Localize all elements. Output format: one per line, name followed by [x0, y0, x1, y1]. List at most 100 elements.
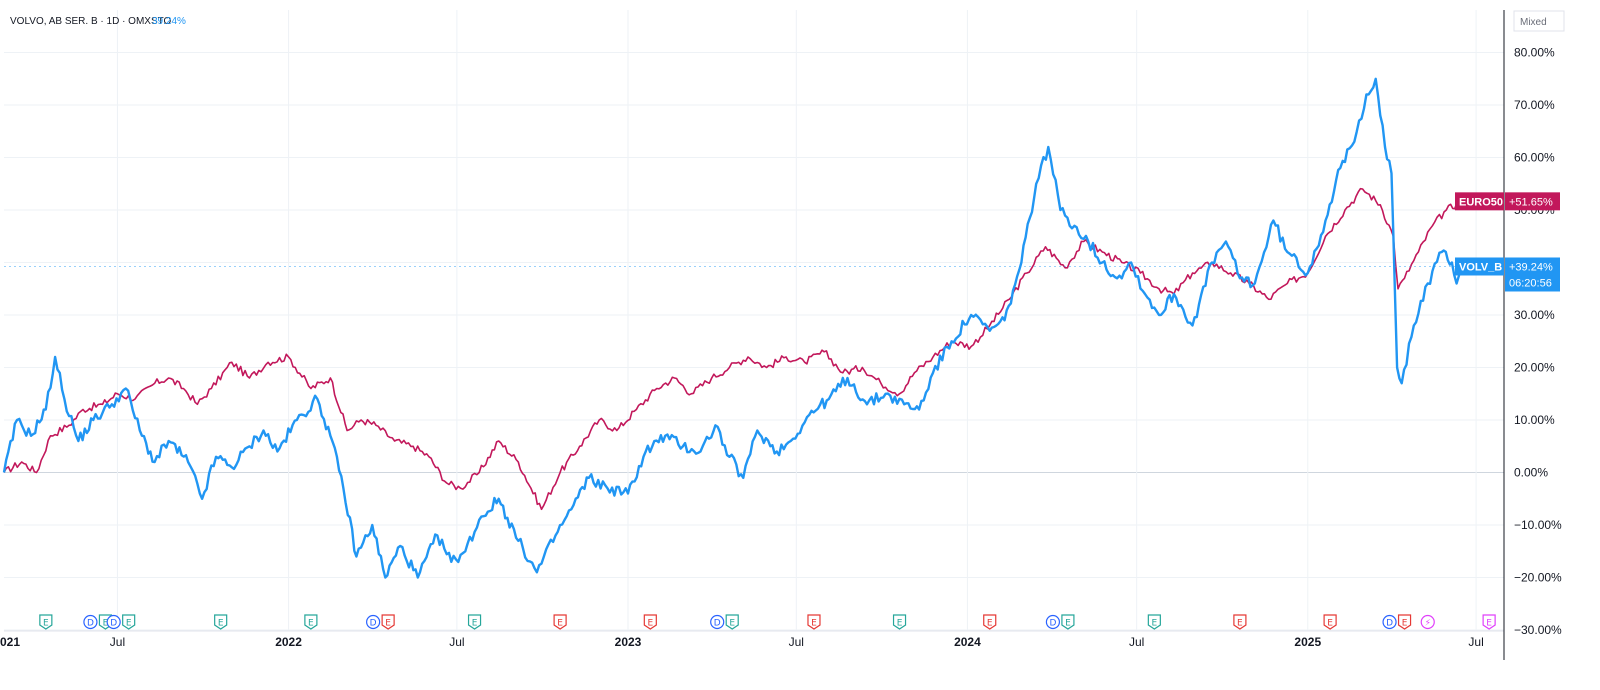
earnings-marker[interactable]: E: [892, 614, 907, 630]
marker-badge: [214, 614, 228, 630]
marker-letter: D: [110, 619, 117, 629]
marker-badge: [725, 614, 739, 630]
dividend-marker[interactable]: D: [366, 614, 381, 630]
marker-letter: E: [385, 619, 391, 629]
x-tick-label: Jul: [110, 635, 125, 649]
marker-badge: [106, 614, 121, 630]
marker-badge: [892, 614, 907, 630]
marker-letter: D: [1386, 619, 1393, 629]
marker-letter: E: [729, 619, 735, 629]
earnings-marker[interactable]: E: [39, 614, 53, 630]
marker-letter: E: [987, 619, 993, 629]
y-tick-label: −30.00%: [1514, 623, 1562, 637]
series-name-tag: [1455, 192, 1504, 211]
marker-letter: D: [1049, 619, 1056, 629]
scale-mode-button[interactable]: [1513, 10, 1565, 32]
y-tick-label: 0.00%: [1514, 466, 1548, 480]
earnings-marker[interactable]: E: [304, 614, 318, 630]
marker-letter: E: [43, 619, 49, 629]
marker-badge: [1233, 614, 1247, 630]
marker-badge: [1482, 614, 1496, 630]
marker-letter: D: [714, 619, 721, 629]
earnings-marker[interactable]: E: [725, 614, 739, 630]
marker-letter: E: [557, 619, 563, 629]
series-line-euro: [3, 187, 1462, 511]
marker-badge: [39, 614, 53, 630]
legend-symbol-label: VOLVO, AB SER. B · 1D · OMXSTO: [10, 16, 172, 27]
x-tick-label: 2025: [1294, 635, 1321, 649]
marker-letter: E: [1402, 619, 1408, 629]
earnings-marker[interactable]: E: [553, 614, 567, 630]
series-value-label: +51.65%: [1509, 196, 1553, 208]
earnings-marker[interactable]: E: [1233, 614, 1247, 630]
marker-letter: E: [1237, 619, 1243, 629]
y-tick-label: −20.00%: [1514, 571, 1562, 585]
series-name-label: EURO50: [1459, 196, 1503, 208]
marker-badge: [1397, 614, 1412, 630]
marker-letter: E: [1065, 619, 1071, 629]
earnings-marker[interactable]: E: [807, 614, 821, 630]
x-tick-label: Jul: [789, 635, 804, 649]
grid: [4, 10, 1504, 632]
marker-letter: E: [126, 619, 132, 629]
series-name-tag: [1455, 257, 1504, 276]
marker-badge: [710, 614, 725, 630]
marker-letter: E: [1486, 619, 1492, 629]
x-tick-label: Jul: [1129, 635, 1144, 649]
marker-letter: ⚡: [1425, 619, 1431, 629]
price-axis[interactable]: 80.00%70.00%60.00%50.00%40.00%30.00%20.0…: [1514, 46, 1562, 638]
marker-badge: [366, 614, 381, 630]
series-value-tag: [1505, 257, 1560, 292]
y-tick-label: 10.00%: [1514, 413, 1555, 427]
earnings-marker[interactable]: E: [643, 614, 657, 630]
dividend-marker[interactable]: D: [1382, 614, 1397, 630]
marker-badge: [553, 614, 567, 630]
earnings-marker[interactable]: E: [983, 614, 997, 630]
x-tick-label: Jul: [449, 635, 464, 649]
earnings-marker[interactable]: E: [1147, 614, 1161, 630]
x-tick-label: Jul: [1468, 635, 1483, 649]
time-axis[interactable]: 021 Jul 2022 Jul 2023 Jul 2024 Jul 2025 Jul: [0, 635, 1484, 649]
scale-mode-label: Mixed: [1520, 17, 1547, 28]
marker-badge: [1420, 614, 1435, 630]
earnings-marker[interactable]: E: [1397, 614, 1412, 630]
marker-badge: [1323, 614, 1337, 630]
y-tick-label: 30.00%: [1514, 308, 1555, 322]
earnings-marker[interactable]: E: [214, 614, 228, 630]
event-markers: E D E D E E E D E E E E D E E E E D E E E E D E ⚡ E: [39, 614, 1496, 630]
marker-letter: E: [103, 619, 109, 629]
earnings-marker[interactable]: E: [1323, 614, 1337, 630]
x-tick-label: 021: [0, 635, 20, 649]
earnings-marker[interactable]: E: [1061, 614, 1075, 630]
y-tick-label: −10.00%: [1514, 518, 1562, 532]
marker-letter: D: [87, 619, 94, 629]
series-value-label: +39.24%: [1509, 261, 1553, 273]
marker-letter: E: [647, 619, 653, 629]
dividend-marker[interactable]: D: [83, 614, 98, 630]
earnings-marker[interactable]: E: [467, 614, 482, 630]
dividend-marker[interactable]: D: [710, 614, 725, 630]
scale-mode[interactable]: Mixed: [1513, 10, 1565, 32]
event-marker[interactable]: ⚡: [1420, 614, 1435, 630]
legend-symbol-value: 39.24%: [152, 16, 186, 27]
dividend-marker[interactable]: D: [106, 614, 121, 630]
marker-badge: [983, 614, 997, 630]
marker-badge: [83, 614, 98, 630]
x-tick-label: 2024: [954, 635, 981, 649]
series-lines: [2, 77, 1504, 579]
price-badge-euro: EURO50 +51.65%: [1455, 192, 1560, 211]
series-value-tag: [1505, 192, 1560, 211]
marker-letter: D: [370, 619, 377, 629]
marker-letter: E: [308, 619, 314, 629]
marker-badge: [381, 614, 395, 630]
dividend-marker[interactable]: D: [1045, 614, 1061, 630]
earnings-marker[interactable]: E: [122, 614, 136, 630]
marker-badge: [467, 614, 482, 630]
x-tick-label: 2022: [275, 635, 302, 649]
x-tick-label: 2023: [615, 635, 642, 649]
earnings-marker[interactable]: E: [1482, 614, 1496, 630]
series-line-volvo: [2, 77, 1463, 579]
earnings-marker[interactable]: E: [381, 614, 395, 630]
